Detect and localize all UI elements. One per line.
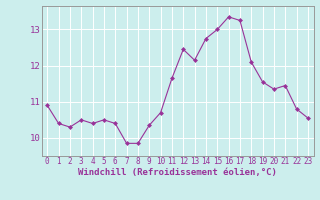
X-axis label: Windchill (Refroidissement éolien,°C): Windchill (Refroidissement éolien,°C) xyxy=(78,168,277,177)
